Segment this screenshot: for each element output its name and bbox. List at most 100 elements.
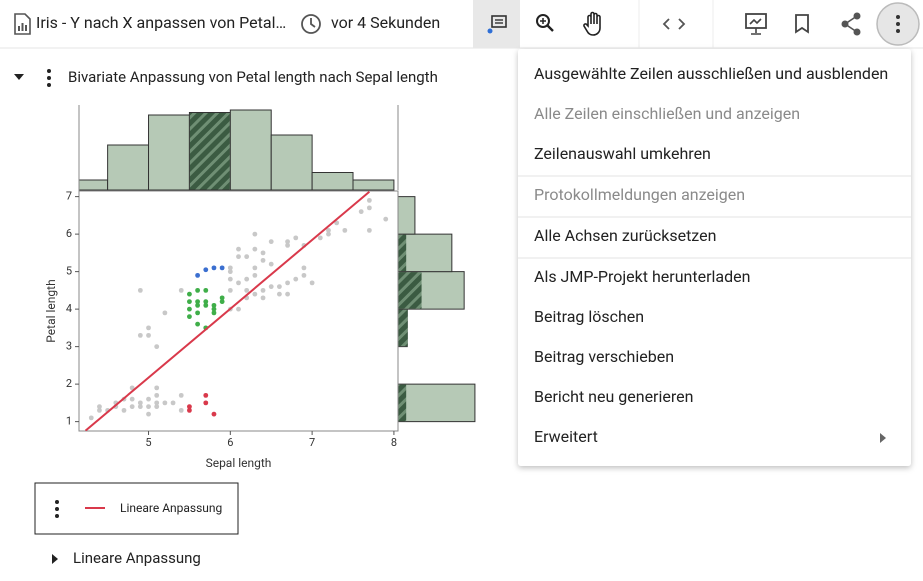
data-point [195, 321, 201, 327]
embed-tool[interactable] [662, 18, 686, 30]
data-point [309, 280, 315, 286]
histogram-bar [79, 179, 109, 191]
x-tick-label: 6 [227, 436, 233, 449]
histogram-bar [229, 109, 272, 191]
data-point [203, 267, 209, 273]
data-point [146, 404, 151, 410]
data-point [252, 291, 258, 297]
data-point [236, 246, 241, 252]
menu-item[interactable]: Beitrag löschen [534, 307, 644, 326]
menu-item[interactable]: Als JMP-Projekt herunterladen [534, 267, 750, 286]
data-point [366, 205, 372, 211]
data-point [236, 254, 241, 260]
data-point [203, 299, 209, 305]
data-point [260, 295, 266, 301]
menu-item[interactable]: Erweitert [534, 427, 598, 446]
data-point [195, 272, 201, 278]
data-point [276, 291, 282, 297]
data-point [293, 235, 299, 241]
collapse-toggle[interactable] [14, 74, 24, 80]
histogram-selected [398, 234, 407, 272]
legend-menu[interactable] [55, 500, 59, 518]
data-point [187, 291, 192, 297]
report-title: Bivariate Anpassung von Petal length nac… [68, 68, 438, 86]
data-point [276, 284, 282, 290]
data-point [162, 400, 168, 406]
data-point [260, 287, 266, 293]
data-point [203, 400, 209, 406]
y-tick-label: 4 [66, 302, 72, 315]
data-point [187, 299, 192, 305]
data-point [137, 404, 143, 410]
data-point [244, 254, 250, 260]
data-point [358, 209, 364, 215]
data-point [154, 404, 160, 410]
menu-item[interactable]: Zeilenauswahl umkehren [534, 144, 711, 163]
data-point [244, 276, 250, 282]
data-point [146, 396, 151, 402]
data-point [366, 227, 372, 233]
timestamp: vor 4 Sekunden [331, 13, 440, 32]
data-point [146, 332, 151, 338]
data-point [178, 287, 184, 293]
data-point [195, 287, 201, 293]
menu-item[interactable]: Ausgewählte Zeilen ausschließen und ausb… [534, 64, 888, 83]
histogram-bar [397, 233, 453, 273]
data-point [97, 404, 102, 410]
clock-icon [301, 14, 321, 34]
data-point [195, 302, 201, 308]
data-point [170, 400, 176, 406]
data-point [195, 310, 201, 316]
document-title[interactable]: Iris - Y nach X anpassen von Petal… [36, 13, 286, 32]
x-axis-label: Sepal length [206, 456, 272, 470]
pan-tool[interactable] [583, 11, 601, 36]
data-point [219, 299, 225, 305]
data-point [244, 287, 250, 293]
data-point [366, 197, 372, 203]
share-tool[interactable] [841, 12, 861, 36]
y-tick-label: 6 [66, 227, 72, 240]
data-point [285, 239, 290, 245]
data-point [211, 411, 217, 417]
data-point [326, 231, 331, 237]
x-histogram [79, 109, 395, 191]
histogram-selected [398, 309, 408, 347]
comment-tool[interactable] [487, 15, 507, 34]
data-point [252, 265, 258, 271]
menu-item[interactable]: Bericht neu generieren [534, 387, 693, 406]
present-tool[interactable] [745, 13, 767, 35]
data-point [236, 280, 241, 286]
outline-item[interactable]: Lineare Anpassung [73, 549, 201, 567]
data-point [252, 231, 258, 237]
bookmark-tool[interactable] [795, 14, 809, 34]
data-point [146, 325, 151, 331]
data-point [187, 306, 192, 312]
data-point [211, 306, 217, 312]
data-point [219, 265, 225, 271]
y-tick-label: 5 [66, 265, 72, 278]
data-point [137, 287, 143, 293]
y-tick-label: 2 [66, 377, 72, 390]
y-tick-label: 7 [66, 190, 72, 203]
report-menu[interactable] [47, 69, 51, 87]
histogram-bar [270, 134, 313, 191]
selected-tool-bg [473, 0, 520, 48]
data-point [211, 310, 217, 316]
y-axis-label: Petal length [44, 279, 58, 342]
bivariate-chart: 1 2 3 4 5 6 7 5 6 7 8 Sepal length Petal length [44, 105, 476, 470]
data-point [268, 239, 274, 245]
data-point [137, 332, 143, 338]
data-point [227, 287, 233, 293]
zoom-tool[interactable] [536, 14, 554, 32]
expand-toggle[interactable] [52, 554, 58, 564]
data-point [334, 220, 340, 226]
data-point [187, 404, 192, 410]
data-point [178, 392, 184, 398]
more-menu-button[interactable] [876, 2, 920, 46]
data-point [227, 265, 233, 271]
menu-item[interactable]: Beitrag verschieben [534, 347, 674, 366]
menu-item[interactable]: Alle Achsen zurücksetzen [534, 226, 716, 245]
data-point [137, 400, 143, 406]
data-point [154, 385, 160, 391]
histogram-selected [398, 384, 407, 422]
